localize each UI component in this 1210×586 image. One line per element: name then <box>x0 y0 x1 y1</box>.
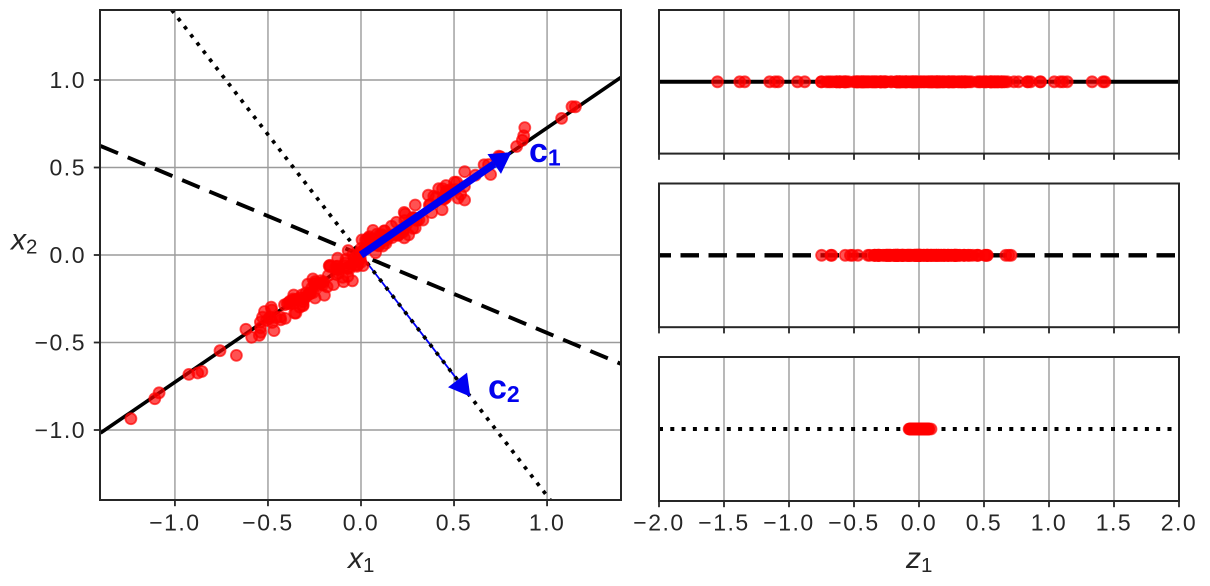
svg-text:1.0: 1.0 <box>1031 510 1067 536</box>
svg-text:−0.5: −0.5 <box>35 330 86 356</box>
svg-text:0.5: 0.5 <box>50 155 86 181</box>
svg-text:−1.0: −1.0 <box>35 417 86 443</box>
svg-text:−1.0: −1.0 <box>763 510 814 536</box>
svg-text:−1.5: −1.5 <box>698 510 749 536</box>
svg-text:0.5: 0.5 <box>436 510 472 536</box>
svg-text:1.0: 1.0 <box>529 510 565 536</box>
svg-text:0.0: 0.0 <box>901 510 937 536</box>
svg-text:−0.5: −0.5 <box>828 510 879 536</box>
svg-text:1.5: 1.5 <box>1096 510 1132 536</box>
svg-text:−0.5: −0.5 <box>242 510 293 536</box>
svg-text:0.5: 0.5 <box>966 510 1002 536</box>
svg-text:−1.0: −1.0 <box>149 510 200 536</box>
svg-text:0.0: 0.0 <box>343 510 379 536</box>
svg-text:1.0: 1.0 <box>50 67 86 93</box>
svg-text:2.0: 2.0 <box>1161 510 1197 536</box>
svg-text:0.0: 0.0 <box>50 242 86 268</box>
svg-text:−2.0: −2.0 <box>633 510 684 536</box>
